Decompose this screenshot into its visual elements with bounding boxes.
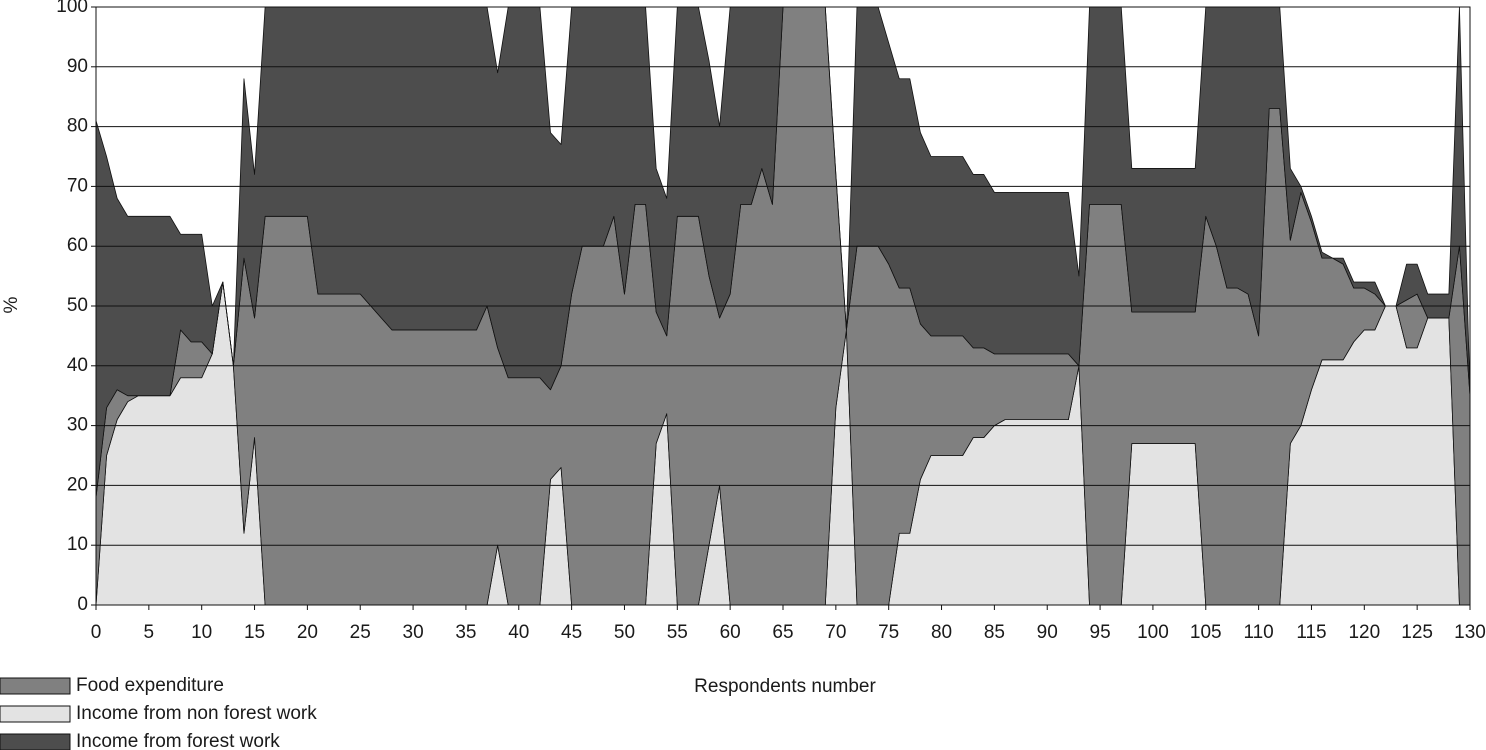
x-tick-label: 80 [931,622,952,643]
x-tick-label: 95 [1090,622,1111,643]
y-tick-label: 10 [67,534,88,555]
legend-label: Income from forest work [76,731,280,750]
x-tick-label: 30 [403,622,424,643]
legend-swatch [0,733,71,750]
x-tick-label: 130 [1454,622,1486,643]
x-tick-label: 85 [984,622,1005,643]
y-tick-label: 90 [67,56,88,77]
x-tick-label: 115 [1296,622,1326,643]
x-tick-label: 70 [825,622,846,643]
y-axis-label: % [1,296,22,313]
x-tick-label: 0 [91,622,102,643]
x-tick-label: 105 [1190,622,1222,643]
plot-border [95,6,1471,606]
y-tick-label: 40 [67,355,88,376]
x-tick-label: 45 [561,622,582,643]
x-tick-label: 40 [508,622,529,643]
y-tick-label: 30 [67,415,88,436]
area [95,6,1471,498]
x-tick-label: 120 [1348,622,1380,643]
y-tick-label: 20 [67,474,88,495]
x-tick-label: 5 [144,622,155,643]
x-tick-label: 65 [772,622,793,643]
x-tick-label: 110 [1243,622,1273,643]
y-tick-label: 0 [77,594,88,615]
x-tick-label: 20 [297,622,318,643]
x-tick-label: 60 [720,622,741,643]
y-tick-label: 70 [67,175,88,196]
x-tick-label: 25 [350,622,371,643]
x-tick-label: 35 [455,622,476,643]
legend-label: Food expenditure [76,675,224,696]
y-tick-label: 100 [56,0,88,17]
y-tick-label: 60 [67,235,88,256]
y-tick-label: 80 [67,116,88,137]
legend-label: Income from non forest work [76,703,317,724]
y-tick-label: 50 [67,295,88,316]
x-tick-label: 55 [667,622,688,643]
legend-swatch [0,705,71,723]
x-tick-label: 15 [244,622,265,643]
x-tick-label: 90 [1037,622,1058,643]
x-tick-label: 75 [878,622,899,643]
legend-swatch [0,677,71,695]
x-tick-label: 50 [614,622,635,643]
x-axis-label: Respondents number [694,676,876,697]
x-tick-label: 125 [1401,622,1433,643]
x-tick-label: 10 [191,622,212,643]
x-tick-label: 100 [1137,622,1169,643]
